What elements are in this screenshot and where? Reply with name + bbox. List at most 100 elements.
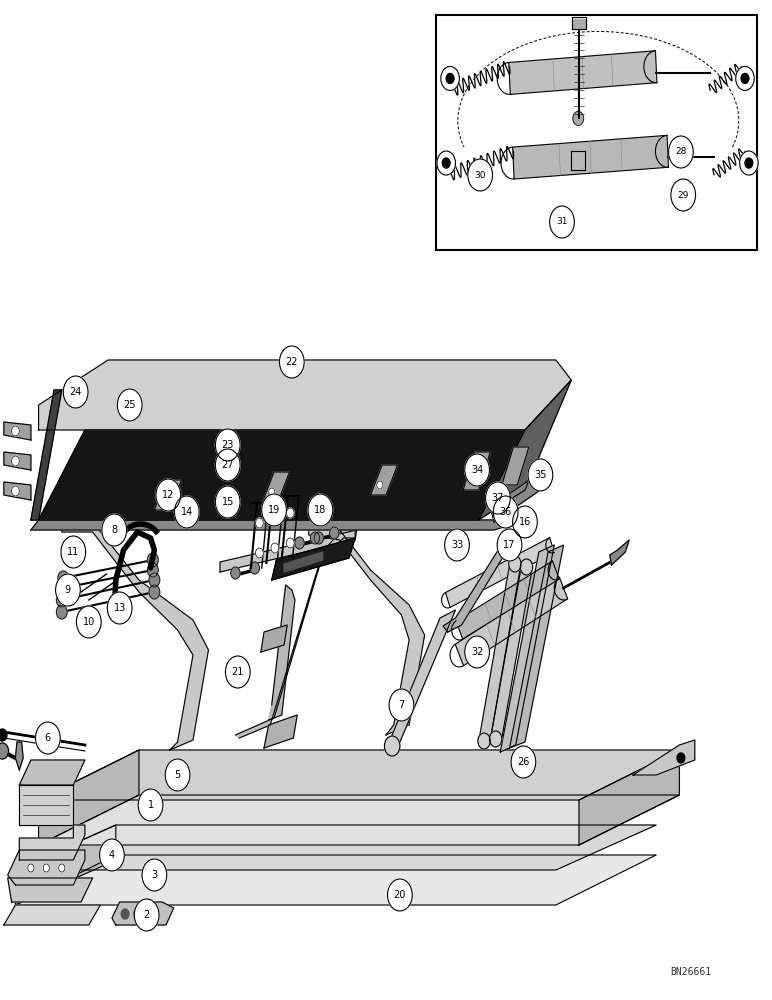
Text: 30: 30 [475, 170, 486, 180]
Circle shape [441, 66, 459, 90]
Text: 1: 1 [147, 800, 154, 810]
Circle shape [736, 66, 754, 90]
Circle shape [330, 527, 339, 539]
Polygon shape [235, 528, 355, 738]
Polygon shape [19, 760, 85, 785]
Text: 22: 22 [286, 357, 298, 367]
Circle shape [269, 488, 275, 496]
Polygon shape [154, 480, 181, 510]
Circle shape [138, 789, 163, 821]
Circle shape [256, 518, 263, 528]
Text: 25: 25 [124, 400, 136, 410]
Text: 31: 31 [557, 218, 567, 227]
Circle shape [310, 532, 320, 544]
Circle shape [384, 736, 400, 756]
Circle shape [250, 562, 259, 574]
Text: 16: 16 [519, 517, 531, 527]
Text: 20: 20 [394, 890, 406, 900]
Text: 17: 17 [503, 540, 516, 550]
Circle shape [12, 456, 19, 466]
Circle shape [314, 532, 323, 544]
Polygon shape [309, 525, 425, 735]
Polygon shape [502, 447, 529, 485]
Text: 23: 23 [222, 440, 234, 450]
Circle shape [520, 559, 533, 575]
Circle shape [56, 574, 80, 606]
Text: 36: 36 [499, 507, 512, 517]
Polygon shape [579, 750, 679, 845]
Text: 15: 15 [222, 497, 234, 507]
Circle shape [388, 879, 412, 911]
Circle shape [56, 593, 67, 607]
Circle shape [134, 909, 141, 919]
Text: 27: 27 [222, 460, 234, 470]
Polygon shape [15, 855, 656, 905]
Circle shape [671, 179, 696, 211]
Circle shape [468, 159, 493, 191]
Text: 21: 21 [232, 667, 244, 677]
Circle shape [271, 543, 279, 553]
Circle shape [389, 689, 414, 721]
Polygon shape [284, 552, 323, 572]
Polygon shape [479, 380, 571, 520]
Circle shape [100, 839, 124, 871]
Circle shape [446, 73, 454, 83]
Circle shape [76, 606, 101, 638]
Text: 32: 32 [471, 647, 483, 657]
Circle shape [56, 605, 67, 619]
Polygon shape [31, 390, 62, 520]
Circle shape [174, 496, 199, 528]
Polygon shape [39, 795, 679, 845]
Circle shape [262, 494, 286, 526]
Circle shape [528, 459, 553, 491]
Circle shape [295, 537, 304, 549]
Circle shape [225, 656, 250, 688]
Circle shape [740, 151, 758, 175]
Polygon shape [513, 135, 669, 179]
Circle shape [465, 454, 489, 486]
Text: 9: 9 [65, 585, 71, 595]
Bar [436, 15, 757, 250]
Circle shape [215, 429, 240, 461]
Polygon shape [371, 465, 398, 495]
Polygon shape [15, 825, 116, 905]
Polygon shape [510, 545, 564, 748]
Circle shape [271, 513, 279, 523]
Circle shape [503, 506, 509, 514]
Circle shape [493, 496, 518, 528]
Polygon shape [8, 878, 93, 902]
Text: 2: 2 [144, 910, 150, 920]
Circle shape [165, 759, 190, 791]
Polygon shape [443, 532, 513, 632]
Circle shape [147, 563, 158, 577]
Circle shape [442, 158, 450, 168]
Text: 12: 12 [162, 490, 174, 500]
Polygon shape [220, 530, 357, 572]
Polygon shape [509, 51, 657, 94]
Polygon shape [4, 482, 31, 500]
Text: 11: 11 [67, 547, 80, 557]
Text: 33: 33 [451, 540, 463, 550]
Circle shape [286, 538, 294, 548]
Text: 10: 10 [83, 617, 95, 627]
Circle shape [669, 136, 693, 168]
Circle shape [134, 899, 159, 931]
Circle shape [437, 151, 455, 175]
Circle shape [489, 731, 502, 747]
Polygon shape [463, 452, 490, 490]
Polygon shape [262, 472, 290, 502]
Circle shape [61, 536, 86, 568]
Circle shape [147, 909, 154, 919]
Text: 6: 6 [45, 733, 51, 743]
Circle shape [142, 859, 167, 891]
Polygon shape [15, 742, 23, 770]
Polygon shape [455, 577, 567, 666]
Circle shape [745, 158, 753, 168]
Text: 29: 29 [678, 190, 689, 200]
Polygon shape [4, 452, 31, 470]
Circle shape [0, 729, 7, 741]
Circle shape [478, 733, 490, 749]
Circle shape [59, 864, 65, 872]
Circle shape [486, 482, 510, 514]
Text: 5: 5 [174, 770, 181, 780]
